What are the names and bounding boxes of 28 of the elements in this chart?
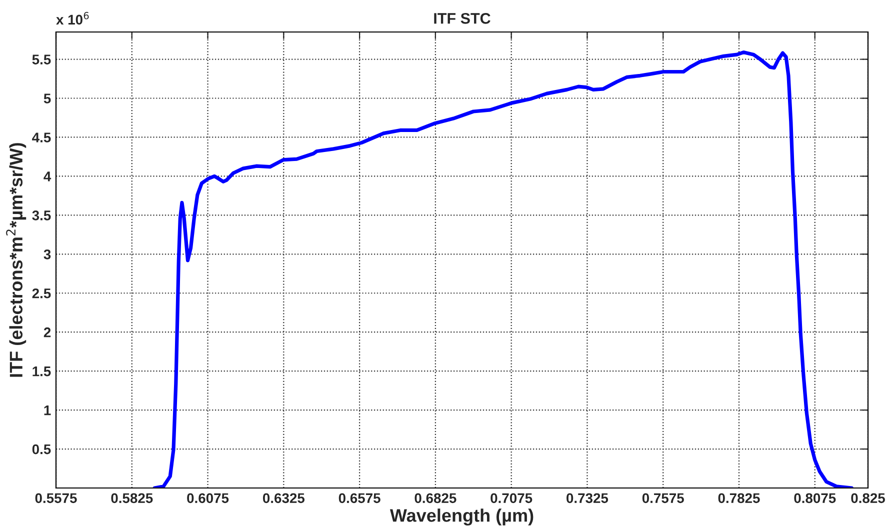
y-tick-label: 1 — [44, 406, 51, 416]
x-tick-label: 0.825 — [851, 493, 885, 504]
y-tick-label: 2 — [44, 327, 51, 338]
x-tick-label: 0.8075 — [794, 493, 836, 504]
x-tick-label: 0.6075 — [187, 493, 229, 504]
text: x 10$^{6}$ — [56, 12, 89, 25]
x-axis-title: Wavelength (µm) — [390, 508, 534, 526]
y-tick-label: 0.5 — [32, 444, 51, 454]
y-tick-label: 3 — [44, 249, 51, 260]
x-tick-label: 0.5575 — [35, 493, 77, 504]
x-tick-label: 0.7825 — [718, 493, 760, 504]
x-tick-label: 0.7575 — [642, 493, 684, 504]
y-tick-label: 4 — [44, 172, 52, 182]
x-tick-label: 0.7075 — [490, 493, 532, 504]
x-tick-label: 0.5825 — [111, 493, 153, 504]
y-tick-label: 5 — [44, 94, 51, 104]
y-axis-title: ITF (electrons*m$^{2}$*µm*sr/W) — [6, 143, 26, 377]
x-tick-label: 0.6575 — [338, 493, 380, 504]
y-tick-label: 3.5 — [32, 210, 51, 220]
y-tick-label: 4.5 — [32, 132, 51, 142]
y-tick-label: 2.5 — [32, 288, 51, 298]
x-tick-label: 0.7325 — [566, 493, 608, 504]
x-tick-label: 0.6325 — [262, 493, 305, 504]
y-tick-label: 1.5 — [32, 366, 51, 376]
x-tick-label: 0.6825 — [414, 493, 456, 504]
line-series — [152, 50, 854, 488]
chart-title: ITF STC — [434, 13, 490, 24]
y-tick-label: 5.5 — [32, 54, 51, 64]
